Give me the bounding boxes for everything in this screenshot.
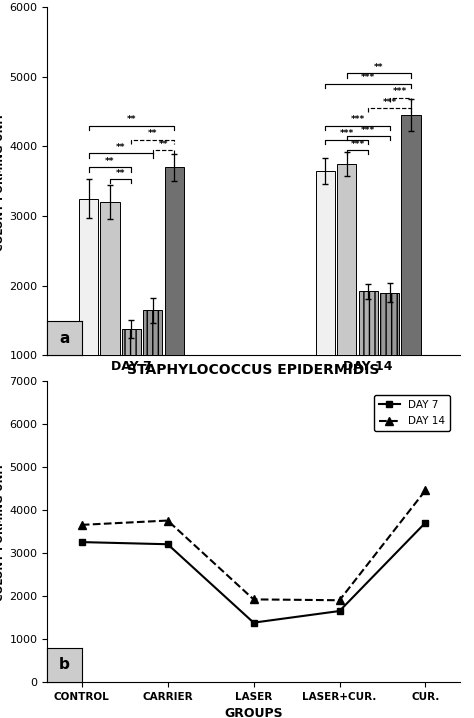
Text: **: ** [116, 143, 126, 152]
Bar [100, 202, 119, 355]
Bar [122, 329, 141, 355]
Text: **: ** [148, 129, 157, 138]
DAY 14 [251, 595, 256, 604]
Line: DAY 14: DAY 14 [78, 486, 429, 605]
Title: STAPHYLOCOCCUS EPIDERMIDIS: STAPHYLOCOCCUS EPIDERMIDIS [128, 0, 380, 4]
Legend: CONTROL, CARRIER, LASER, LASER+CUR., CUR.: CONTROL, CARRIER, LASER, LASER+CUR., CUR… [123, 412, 384, 428]
Line: DAY 7: DAY 7 [78, 519, 429, 626]
DAY 14 [79, 521, 84, 529]
DAY 14 [422, 486, 428, 495]
Text: ***: *** [383, 98, 397, 107]
Bar [79, 199, 98, 355]
Y-axis label: COLONY FORMING UNIT: COLONY FORMING UNIT [0, 112, 5, 251]
Text: **: ** [116, 169, 126, 178]
DAY 7 [165, 540, 171, 549]
Bar [358, 292, 378, 355]
Text: **: ** [374, 63, 383, 72]
Bar [337, 164, 356, 355]
Text: ***: *** [361, 126, 375, 135]
Bar [401, 115, 420, 355]
DAY 14 [165, 516, 171, 525]
Bar [380, 293, 399, 355]
Text: ***: *** [340, 129, 354, 138]
DAY 7 [337, 607, 342, 615]
Bar [143, 310, 163, 355]
Text: **: ** [105, 157, 115, 166]
Text: ***: *** [361, 73, 375, 83]
X-axis label: GROUPS: GROUPS [224, 707, 283, 718]
Title: STAPHYLOCOCCUS EPIDERMIDIS: STAPHYLOCOCCUS EPIDERMIDIS [128, 363, 380, 377]
Bar [164, 167, 184, 355]
Text: **: ** [127, 115, 136, 124]
Text: b: b [59, 658, 70, 672]
Y-axis label: COLONY FORMING UNIT: COLONY FORMING UNIT [0, 462, 5, 600]
Text: ***: *** [393, 88, 407, 96]
Text: **: ** [159, 139, 168, 149]
Text: ***: *** [350, 115, 365, 124]
DAY 7 [422, 518, 428, 527]
DAY 7 [79, 538, 84, 546]
Text: a: a [59, 331, 70, 345]
DAY 14 [337, 596, 342, 605]
Bar [316, 171, 335, 355]
Legend: DAY 7, DAY 14: DAY 7, DAY 14 [374, 395, 450, 432]
Text: ***: *** [350, 139, 365, 149]
DAY 7 [251, 618, 256, 627]
